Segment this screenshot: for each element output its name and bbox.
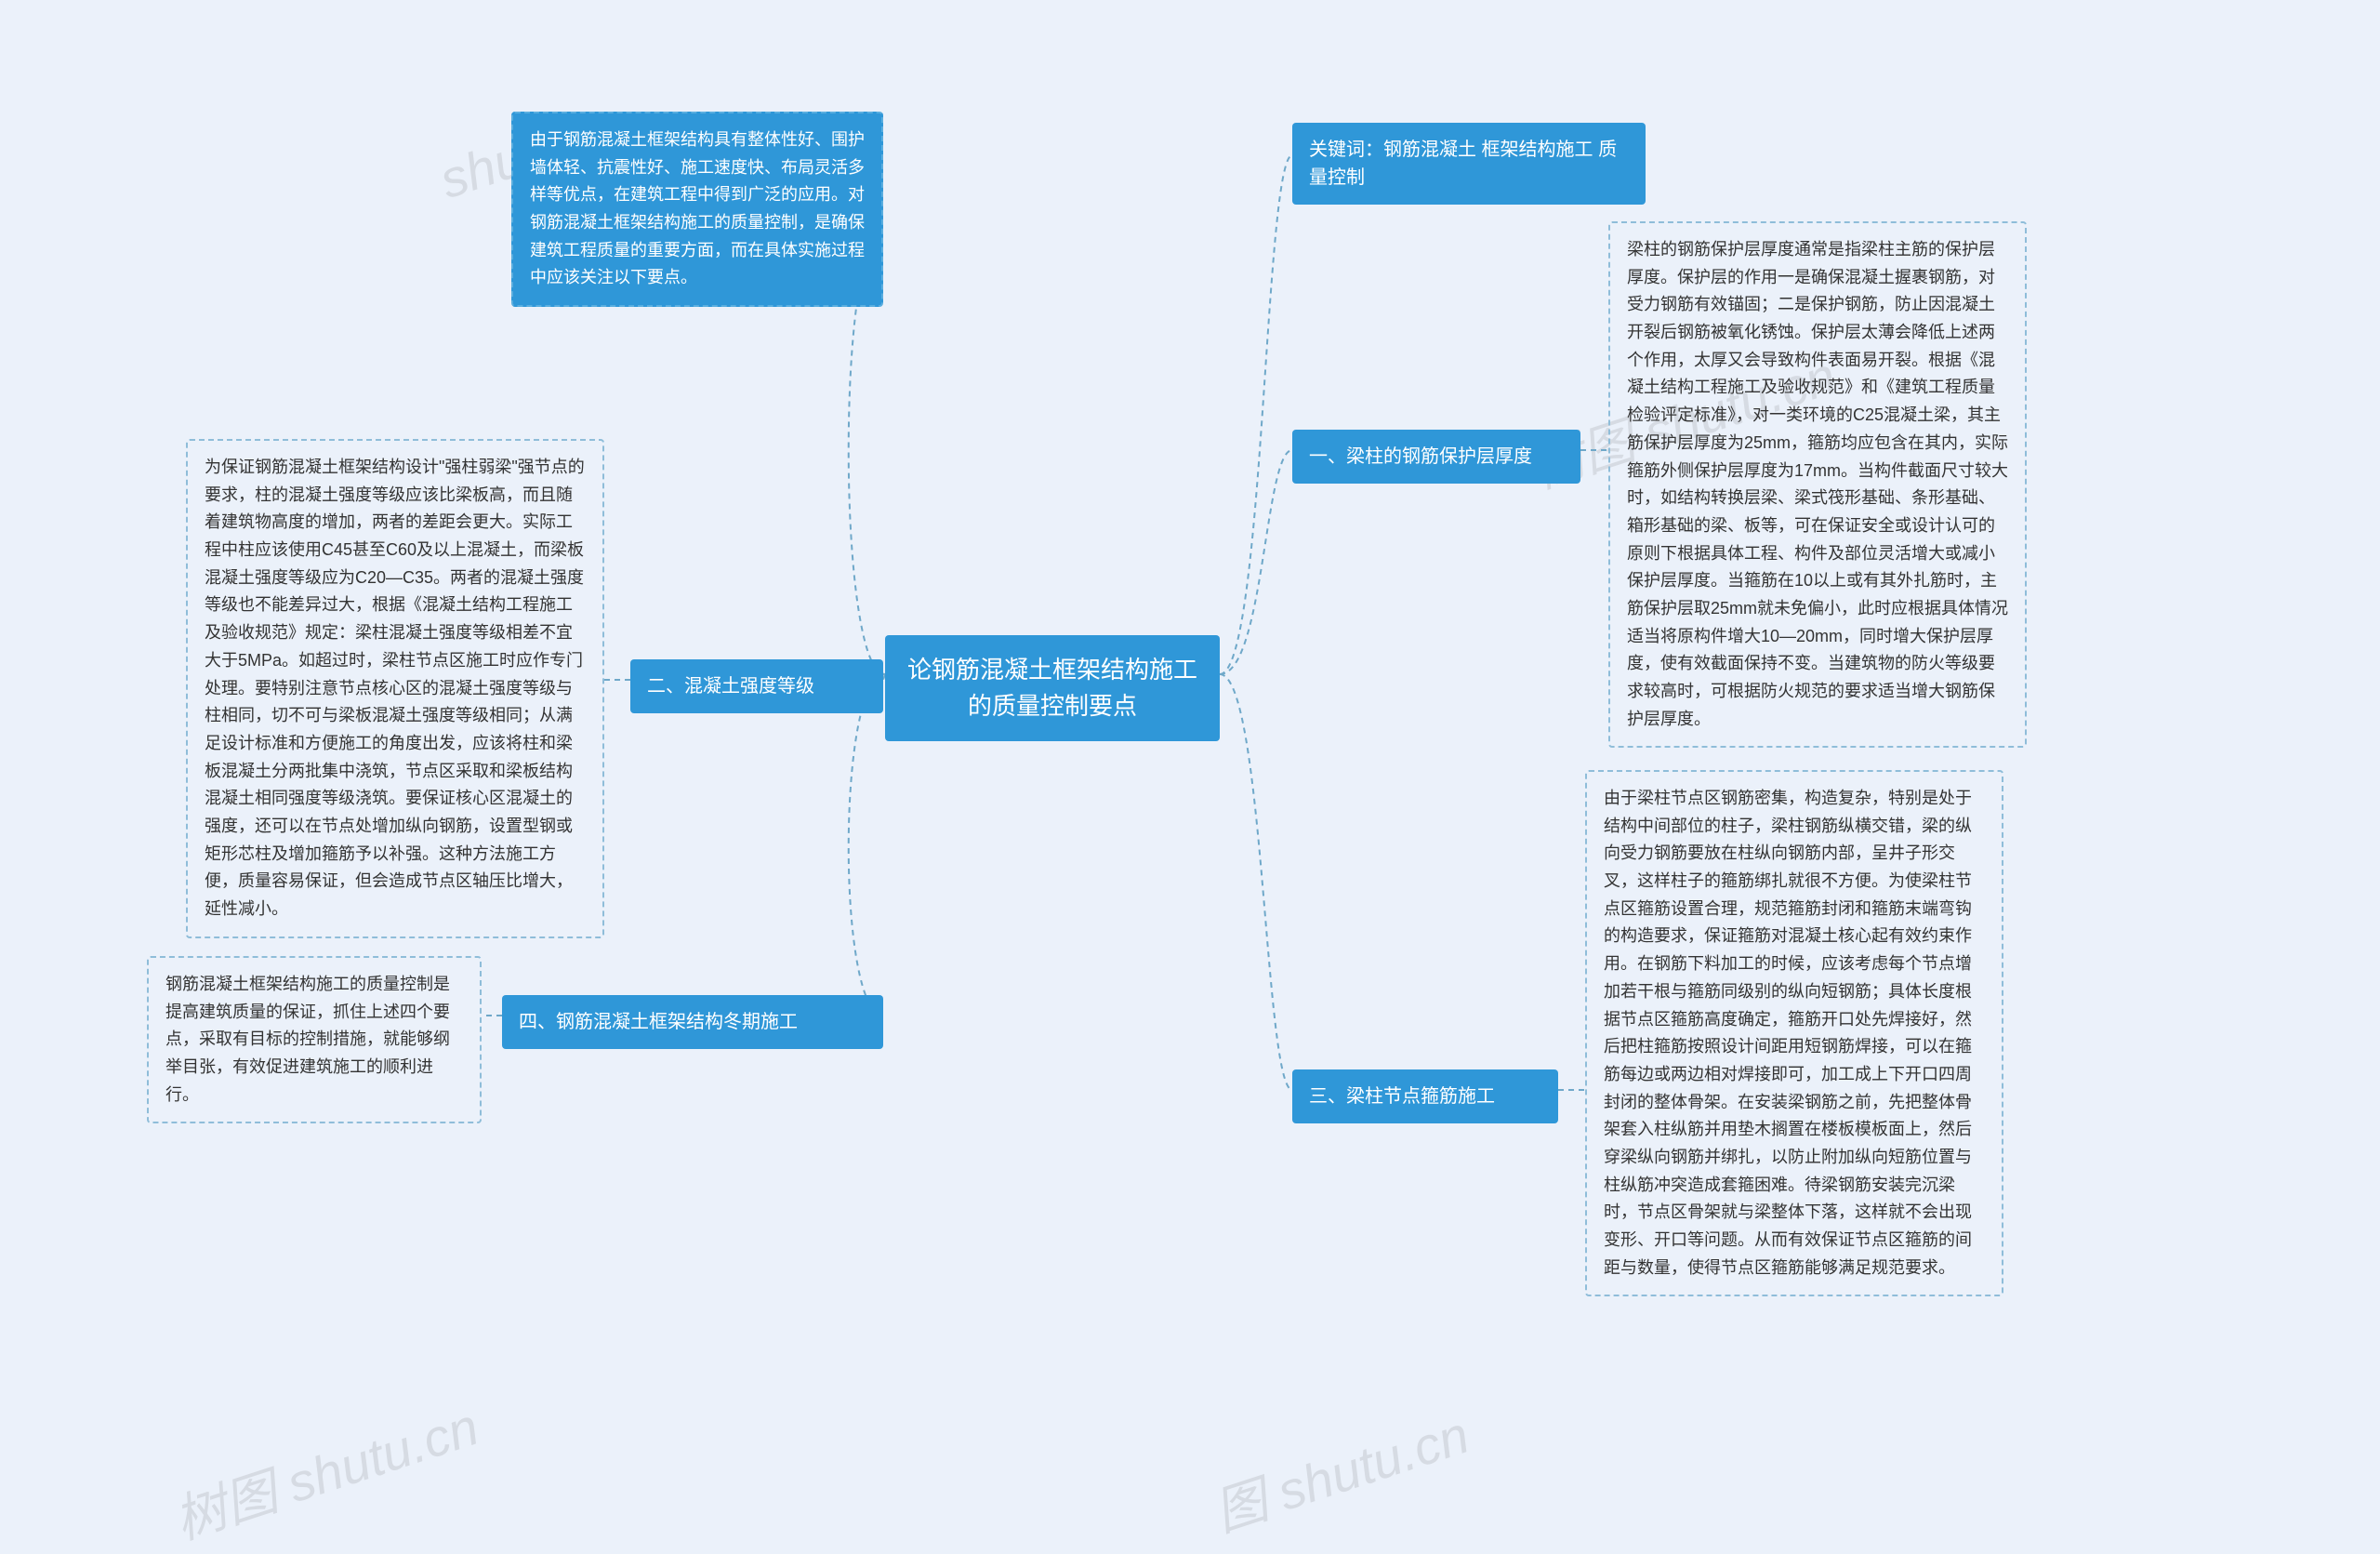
center-text: 论钢筋混凝土框架结构施工的质量控制要点 [907, 656, 1197, 720]
topic-1-label: 一、梁柱的钢筋保护层厚度 [1309, 446, 1532, 467]
center-node[interactable]: 论钢筋混凝土框架结构施工的质量控制要点 [885, 635, 1220, 741]
detail-4[interactable]: 钢筋混凝土框架结构施工的质量控制是提高建筑质量的保证，抓住上述四个要点，采取有目… [147, 956, 482, 1123]
detail-3-text: 由于梁柱节点区钢筋密集，构造复杂，特别是处于结构中间部位的柱子，梁柱钢筋纵横交错… [1604, 789, 1972, 1277]
detail-2-text: 为保证钢筋混凝土框架结构设计"强柱弱梁"强节点的要求，柱的混凝土强度等级应该比梁… [205, 458, 585, 918]
keywords-text: 关键词：钢筋混凝土 框架结构施工 质量控制 [1309, 139, 1617, 188]
detail-2[interactable]: 为保证钢筋混凝土框架结构设计"强柱弱梁"强节点的要求，柱的混凝土强度等级应该比梁… [186, 439, 604, 938]
topic-3-label: 三、梁柱节点箍筋施工 [1309, 1086, 1495, 1107]
watermark: 图 shutu.cn [1203, 1393, 1476, 1547]
watermark: 树图 shutu.cn [164, 1386, 487, 1554]
topic-2-label: 二、混凝土强度等级 [647, 676, 814, 697]
intro-node[interactable]: 由于钢筋混凝土框架结构具有整体性好、围护墙体轻、抗震性好、施工速度快、布局灵活多… [511, 112, 883, 307]
topic-3[interactable]: 三、梁柱节点箍筋施工 [1292, 1069, 1558, 1123]
topic-4[interactable]: 四、钢筋混凝土框架结构冬期施工 [502, 995, 883, 1049]
detail-1[interactable]: 梁柱的钢筋保护层厚度通常是指梁柱主筋的保护层厚度。保护层的作用一是确保混凝土握裹… [1608, 221, 2027, 748]
topic-1[interactable]: 一、梁柱的钢筋保护层厚度 [1292, 430, 1580, 484]
intro-text: 由于钢筋混凝土框架结构具有整体性好、围护墙体轻、抗震性好、施工速度快、布局灵活多… [530, 130, 865, 286]
detail-4-text: 钢筋混凝土框架结构施工的质量控制是提高建筑质量的保证，抓住上述四个要点，采取有目… [165, 975, 450, 1104]
detail-1-text: 梁柱的钢筋保护层厚度通常是指梁柱主筋的保护层厚度。保护层的作用一是确保混凝土握裹… [1627, 240, 2008, 728]
topic-2[interactable]: 二、混凝土强度等级 [630, 659, 883, 713]
keywords-node[interactable]: 关键词：钢筋混凝土 框架结构施工 质量控制 [1292, 123, 1646, 205]
topic-4-label: 四、钢筋混凝土框架结构冬期施工 [519, 1012, 798, 1032]
detail-3[interactable]: 由于梁柱节点区钢筋密集，构造复杂，特别是处于结构中间部位的柱子，梁柱钢筋纵横交错… [1585, 770, 2003, 1296]
